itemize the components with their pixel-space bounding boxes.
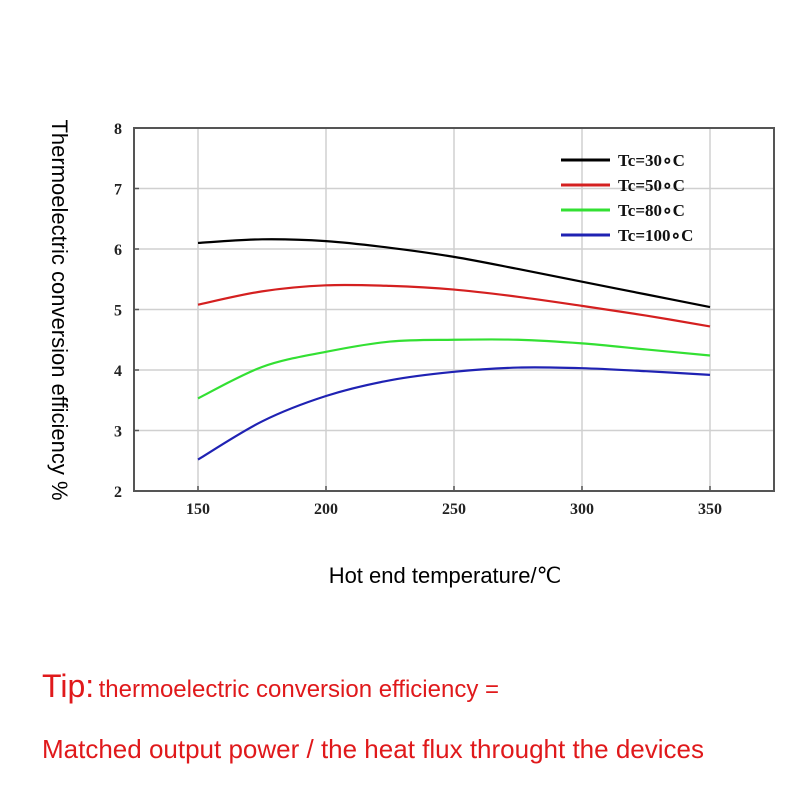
y-tick-label: 8 — [114, 121, 122, 138]
x-axis-title: Hot end temperature/℃ — [329, 563, 562, 588]
series-lines — [197, 238, 711, 461]
tip-line-1: Tip: thermoelectric conversion efficienc… — [42, 668, 499, 705]
grid-lines — [134, 128, 774, 491]
x-tick-label: 200 — [314, 501, 338, 518]
series-line-4 — [197, 366, 711, 461]
x-tick-label: 150 — [186, 501, 210, 518]
x-tick-label: 300 — [570, 501, 594, 518]
y-tick-label: 2 — [114, 484, 122, 501]
tip-prefix: Tip: — [42, 668, 95, 704]
series-line-1 — [197, 238, 711, 309]
y-tick-label: 5 — [114, 303, 122, 320]
x-tick-label: 250 — [442, 501, 466, 518]
legend-label-2: Tc=50∘C — [618, 176, 685, 195]
series-line-2 — [197, 283, 711, 328]
y-tick-label: 7 — [114, 182, 122, 199]
y-tick-label: 6 — [114, 242, 122, 259]
axis-ticks: 150 200 250 300 350 2 3 4 5 6 7 8 — [114, 121, 722, 518]
legend-label-3: Tc=80∘C — [618, 201, 685, 220]
tip-formula-text: thermoelectric conversion efficiency = — [98, 676, 500, 703]
y-tick-label: 3 — [114, 424, 122, 441]
legend: Tc=30∘C Tc=50∘C Tc=80∘C Tc=100∘C — [561, 151, 693, 245]
legend-label-4: Tc=100∘C — [618, 226, 693, 245]
series-line-3 — [197, 338, 711, 400]
legend-label-1: Tc=30∘C — [618, 151, 685, 170]
y-axis-title: Thermoelectric conversion efficiency % — [47, 119, 72, 500]
y-tick-label: 4 — [114, 363, 122, 380]
tip-line-2: Matched output power / the heat flux thr… — [42, 734, 704, 764]
x-tick-label: 350 — [698, 501, 722, 518]
